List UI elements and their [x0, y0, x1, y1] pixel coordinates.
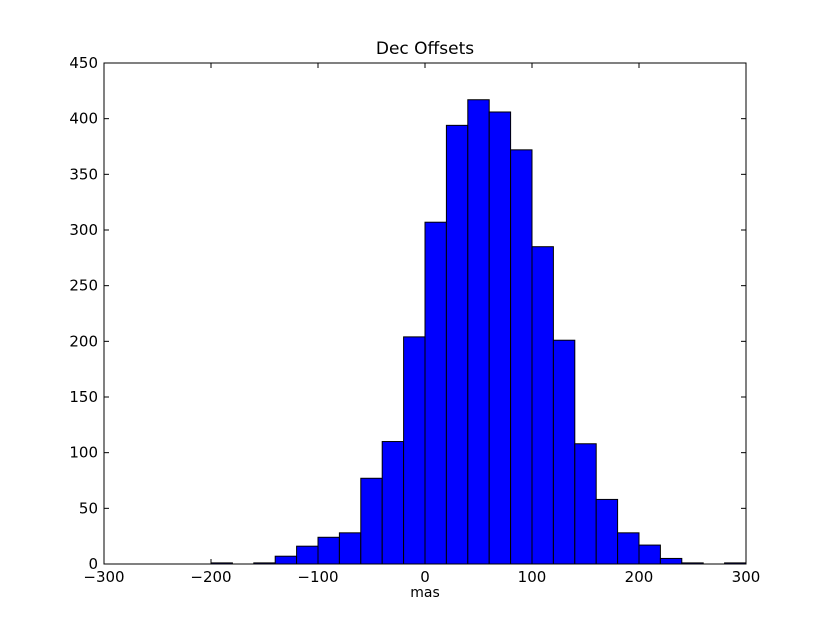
x-axis-label: mas [410, 585, 440, 601]
histogram-bar [445, 124, 469, 565]
y-tick-label: 50 [79, 499, 98, 517]
histogram-bar [574, 443, 597, 565]
y-tick-label: 0 [88, 555, 98, 573]
y-tick-label: 250 [69, 277, 98, 295]
y-tick-label: 350 [69, 165, 98, 183]
x-tick-label: −200 [190, 568, 231, 586]
y-tick-label: 150 [69, 388, 98, 406]
histogram-bar [317, 536, 340, 565]
x-tick-label: 300 [732, 568, 761, 586]
chart-title: Dec Offsets [376, 39, 474, 59]
histogram-bar [595, 498, 619, 565]
y-tick-label: 400 [69, 110, 98, 128]
histogram-bar [659, 557, 683, 565]
histogram-bar [531, 246, 554, 565]
histogram-bar [360, 477, 383, 565]
histogram-bar [552, 339, 576, 565]
bars-group [210, 99, 747, 565]
histogram-bar [638, 544, 661, 565]
ticks-group [103, 62, 747, 565]
histogram-bar [510, 149, 533, 565]
histogram-bar [274, 555, 298, 565]
histogram-bar [381, 441, 405, 565]
x-tick-label: 100 [518, 568, 547, 586]
x-tick-label: 200 [625, 568, 654, 586]
x-tick-label: −300 [83, 568, 124, 586]
y-tick-label: 300 [69, 221, 98, 239]
y-tick-label: 450 [69, 54, 98, 72]
histogram-bar [617, 532, 640, 565]
histogram-bar [338, 532, 362, 565]
histogram-bar [403, 336, 426, 565]
histogram-bar [488, 111, 512, 565]
tick-labels-group: −300 −200 −100 0 100 200 300 0 50 100 150 200 250 300… [69, 54, 760, 586]
histogram-bar [467, 99, 490, 565]
x-tick-label: −100 [297, 568, 338, 586]
y-tick-label: 100 [69, 444, 98, 462]
x-tick-label: 0 [420, 568, 430, 586]
histogram-bar [296, 545, 319, 565]
histogram-bar [424, 221, 447, 565]
y-tick-label: 200 [69, 332, 98, 350]
